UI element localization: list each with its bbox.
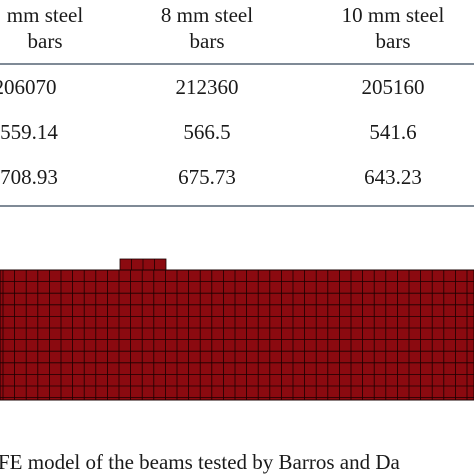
column-header-3: 10 mm steel bars bbox=[318, 2, 468, 54]
figure-caption: FE model of the beams tested by Barros a… bbox=[0, 450, 400, 474]
bottom-rule bbox=[0, 205, 474, 207]
table-cell: 205160 bbox=[361, 75, 425, 99]
column-header-1-line1: mm steel bbox=[6, 3, 84, 27]
column-header-2: 8 mm steel bars bbox=[132, 2, 282, 54]
table-cell: 206070 bbox=[0, 75, 57, 99]
column-header-3-line1: 10 mm steel bbox=[341, 3, 445, 27]
column-header-3-line2: bars bbox=[375, 29, 411, 53]
column-header-2-line2: bars bbox=[189, 29, 225, 53]
table-cell: 708.93 bbox=[0, 165, 58, 189]
column-header-1-line2: bars bbox=[27, 29, 63, 53]
table-cell: 675.73 bbox=[178, 165, 236, 189]
table-cell: 566.5 bbox=[183, 120, 231, 144]
table-cell: 559.14 bbox=[0, 120, 58, 144]
results-table: mm steel bars 8 mm steel bars 10 mm stee… bbox=[0, 0, 474, 210]
beam-outline bbox=[0, 269, 474, 401]
beam-mesh bbox=[0, 270, 474, 400]
column-header-1: mm steel bars bbox=[0, 2, 120, 54]
column-header-2-line1: 8 mm steel bbox=[160, 3, 254, 27]
header-rule bbox=[0, 63, 474, 65]
mesh-grid-lines bbox=[0, 259, 474, 401]
table-cell: 643.23 bbox=[364, 165, 422, 189]
table-cell: 541.6 bbox=[369, 120, 417, 144]
table-cell: 212360 bbox=[175, 75, 239, 99]
